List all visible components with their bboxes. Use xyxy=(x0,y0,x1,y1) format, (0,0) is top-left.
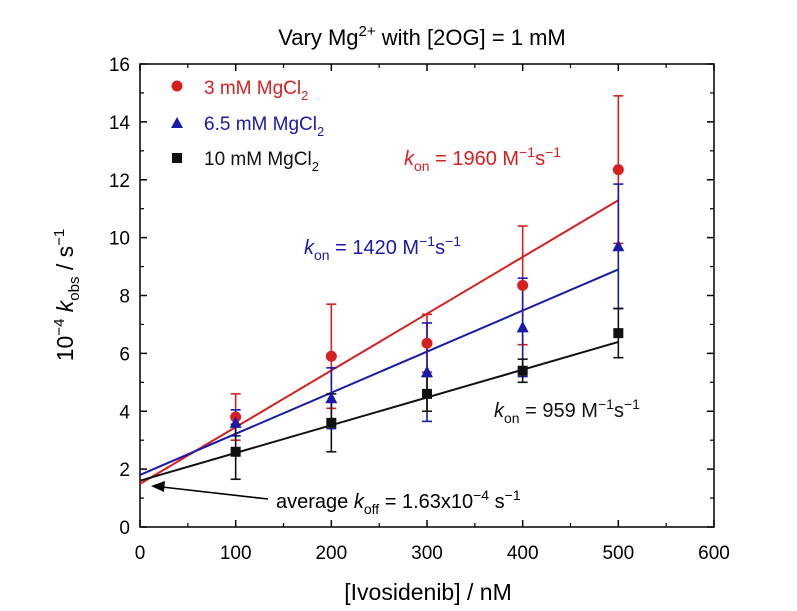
y-tick-label-10: 10 xyxy=(109,229,130,250)
data-point-series-1 xyxy=(612,239,625,252)
y-tick-label-16: 16 xyxy=(109,55,130,76)
data-point-series-2 xyxy=(326,417,337,428)
x-tick-label-0: 0 xyxy=(135,543,146,564)
data-point-series-0 xyxy=(421,337,433,349)
legend-marker-3mM xyxy=(171,80,183,92)
data-point-series-1 xyxy=(325,391,338,404)
y-tick-label-2: 2 xyxy=(119,460,130,481)
x-tick-label-600: 600 xyxy=(698,543,730,564)
y-tick-label-8: 8 xyxy=(119,287,130,308)
legend-label-6_5mM: 6.5 mM MgCl2 xyxy=(204,114,324,139)
data-point-series-0 xyxy=(325,350,337,362)
kon-label-6_5mM: kon = 1420 M−1s−1 xyxy=(304,233,461,263)
x-axis-label: [Ivosidenib] / nM xyxy=(344,579,511,605)
fit-line-series-0 xyxy=(139,199,619,485)
legend-marker-6_5mM xyxy=(171,117,183,128)
data-point-series-1 xyxy=(229,416,242,428)
data-point-series-2 xyxy=(517,365,528,376)
data-point-series-2 xyxy=(422,388,432,399)
y-axis-label: 10−4 kobs / s−1 xyxy=(51,229,83,362)
kon-label-10mM: kon = 959 M−1s−1 xyxy=(494,396,640,426)
y-tick-label-14: 14 xyxy=(109,113,131,134)
koff-label: average koff = 1.63x10−4 s−1 xyxy=(276,487,521,517)
data-point-series-0 xyxy=(517,279,529,291)
chart-title: Vary Mg2+ with [2OG] = 1 mM xyxy=(278,23,566,50)
x-tick-label-100: 100 xyxy=(220,543,252,564)
kon-label-3mM: kon = 1960 M−1s−1 xyxy=(404,144,561,174)
legend-label-10mM: 10 mM MgCl2 xyxy=(204,149,319,174)
data-point-series-1 xyxy=(421,365,433,378)
x-tick-label-500: 500 xyxy=(602,543,634,564)
x-tick-label-400: 400 xyxy=(507,543,539,564)
y-tick-label-6: 6 xyxy=(119,344,130,365)
x-tick-label-200: 200 xyxy=(315,543,347,564)
koff-annotation: average koff = 1.63x10−4 s−1 xyxy=(151,481,521,517)
y-tick-label-12: 12 xyxy=(109,171,130,192)
y-tick-label-0: 0 xyxy=(119,518,130,539)
koff-arrow-line xyxy=(161,486,269,500)
koff-arrowhead xyxy=(151,481,165,492)
data-point-series-1 xyxy=(516,320,529,333)
x-tick-label-300: 300 xyxy=(411,543,443,564)
data-point-series-2 xyxy=(230,446,241,457)
fit-line-series-1 xyxy=(139,268,619,476)
fit-line-series-2 xyxy=(139,340,619,482)
legend: 3 mM MgCl2 6.5 mM MgCl2 10 mM MgCl2 xyxy=(171,78,324,174)
data-point-series-2 xyxy=(613,328,624,339)
y-tick-label-4: 4 xyxy=(119,402,130,423)
legend-marker-10mM xyxy=(172,153,182,163)
legend-label-3mM: 3 mM MgCl2 xyxy=(204,78,308,103)
data-point-series-0 xyxy=(612,164,624,176)
